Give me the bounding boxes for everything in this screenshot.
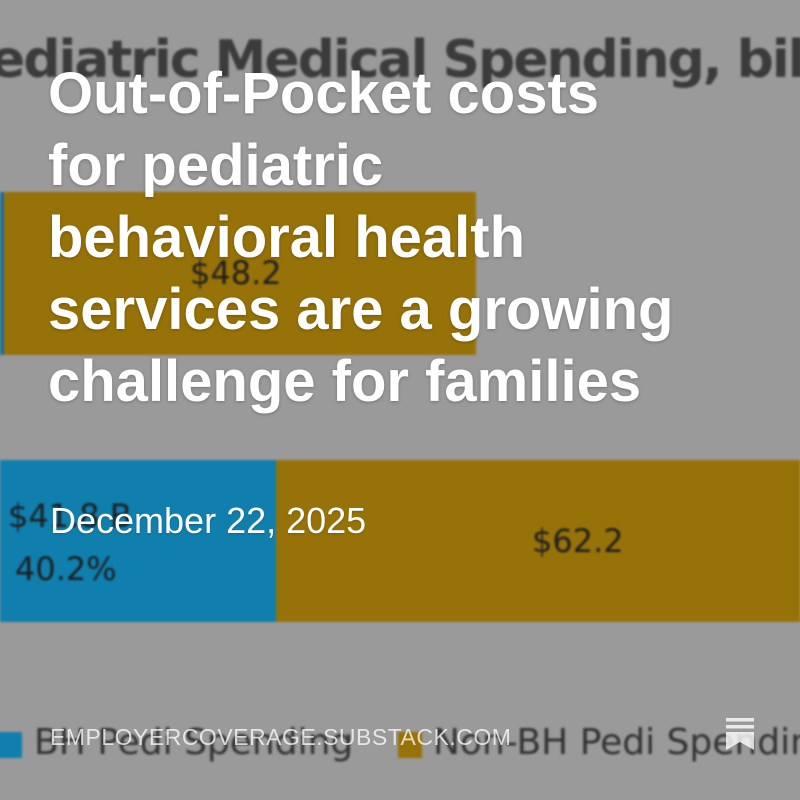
legend-label-bh: BH Pedi Spending (34, 722, 354, 763)
bar-label-bh-percent: 40.2% (15, 550, 117, 588)
bar-label-bottom: $62.2 (532, 522, 624, 560)
post-headline[interactable]: Out-of-Pocket costs for pediatric behavi… (48, 61, 674, 414)
site-url[interactable]: EMPLOYERCOVERAGE.SUBSTACK.COM (50, 724, 512, 750)
bar-non-bh-bottom (276, 460, 800, 622)
legend-swatch-bh (0, 732, 22, 758)
post-date: December 22, 2025 (50, 500, 367, 541)
bar-non-bh-top (4, 192, 476, 355)
legend-swatch-non-bh (398, 732, 422, 758)
bar-bh-top (0, 192, 4, 355)
chart-title: ediatric Medical Spending, billion (0, 30, 800, 90)
bar-bh-bottom (0, 460, 276, 622)
bar-label-top: $48.2 (190, 254, 282, 292)
substack-icon (726, 718, 754, 750)
bar-label-bh-amount: $41.8 B (8, 497, 132, 535)
